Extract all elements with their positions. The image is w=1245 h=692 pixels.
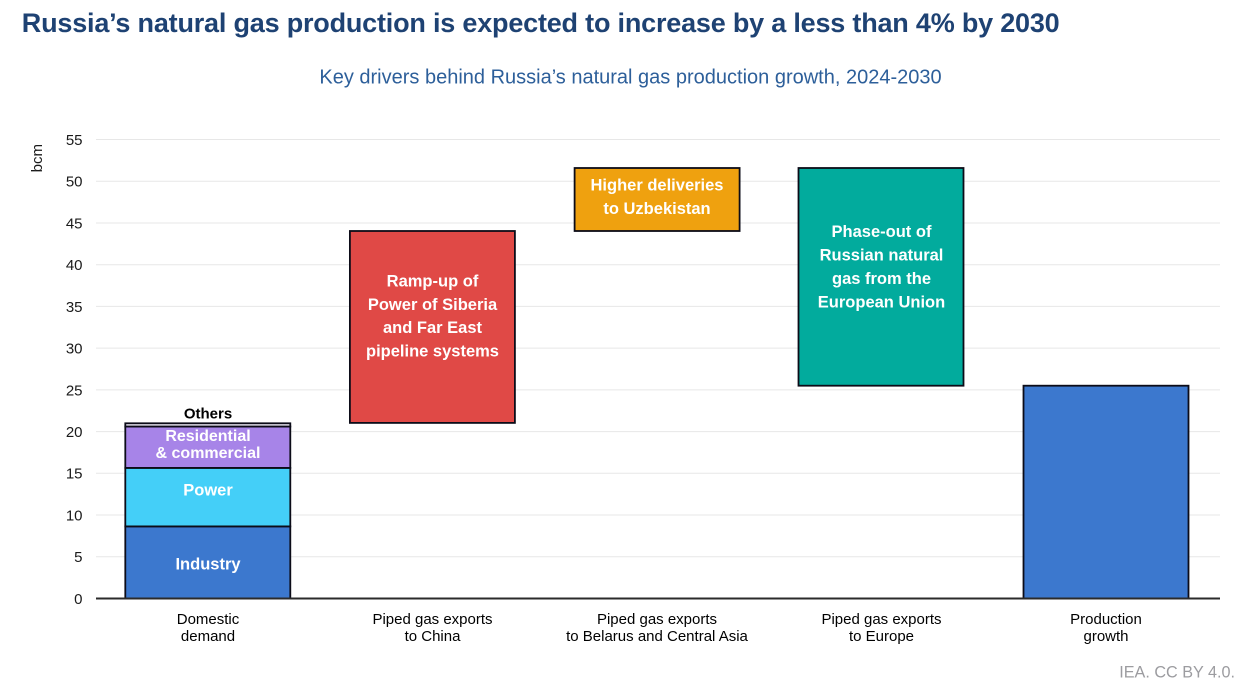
svg-text:Russia’s natural gas productio: Russia’s natural gas production is expec… <box>22 8 1060 38</box>
svg-text:10: 10 <box>66 507 83 524</box>
svg-text:Piped gas exports: Piped gas exports <box>597 611 717 628</box>
svg-text:to China: to China <box>405 628 462 645</box>
svg-text:35: 35 <box>66 299 83 316</box>
svg-text:Key drivers behind Russia’s na: Key drivers behind Russia’s natural gas … <box>319 66 941 88</box>
svg-text:Ramp-up of: Ramp-up of <box>387 272 479 290</box>
svg-text:European Union: European Union <box>818 293 945 311</box>
svg-text:55: 55 <box>66 132 83 149</box>
svg-text:& commercial: & commercial <box>156 445 261 462</box>
svg-text:45: 45 <box>66 215 83 232</box>
svg-text:Industry: Industry <box>175 556 241 574</box>
svg-text:Production: Production <box>1070 611 1142 628</box>
svg-text:Higher deliveries: Higher deliveries <box>591 177 724 195</box>
svg-text:Russian natural: Russian natural <box>820 247 944 265</box>
svg-text:to Belarus and Central Asia: to Belarus and Central Asia <box>566 628 748 645</box>
svg-text:growth: growth <box>1083 628 1128 645</box>
svg-text:Power of Siberia: Power of Siberia <box>368 296 498 314</box>
svg-text:Piped gas exports: Piped gas exports <box>372 611 492 628</box>
svg-text:Phase-out of: Phase-out of <box>832 223 932 241</box>
svg-text:to Europe: to Europe <box>849 628 914 645</box>
svg-text:bcm: bcm <box>29 144 46 172</box>
svg-text:gas from the: gas from the <box>832 270 931 288</box>
svg-text:Others: Others <box>184 405 232 422</box>
svg-text:IEA. CC BY 4.0.: IEA. CC BY 4.0. <box>1119 664 1235 682</box>
svg-text:25: 25 <box>66 382 83 399</box>
svg-text:5: 5 <box>74 549 82 566</box>
svg-text:to Uzbekistan: to Uzbekistan <box>603 200 710 218</box>
svg-text:20: 20 <box>66 424 83 441</box>
svg-text:Piped gas exports: Piped gas exports <box>821 611 941 628</box>
svg-text:demand: demand <box>181 628 235 645</box>
svg-text:Power: Power <box>183 481 233 499</box>
svg-text:30: 30 <box>66 341 83 358</box>
svg-text:0: 0 <box>74 591 82 608</box>
svg-text:pipeline systems: pipeline systems <box>366 343 499 361</box>
svg-text:Residential: Residential <box>165 428 250 445</box>
svg-text:50: 50 <box>66 174 83 191</box>
svg-text:15: 15 <box>66 466 83 483</box>
svg-text:Domestic: Domestic <box>177 611 240 628</box>
svg-text:and Far East: and Far East <box>383 319 483 337</box>
svg-text:40: 40 <box>66 257 83 274</box>
